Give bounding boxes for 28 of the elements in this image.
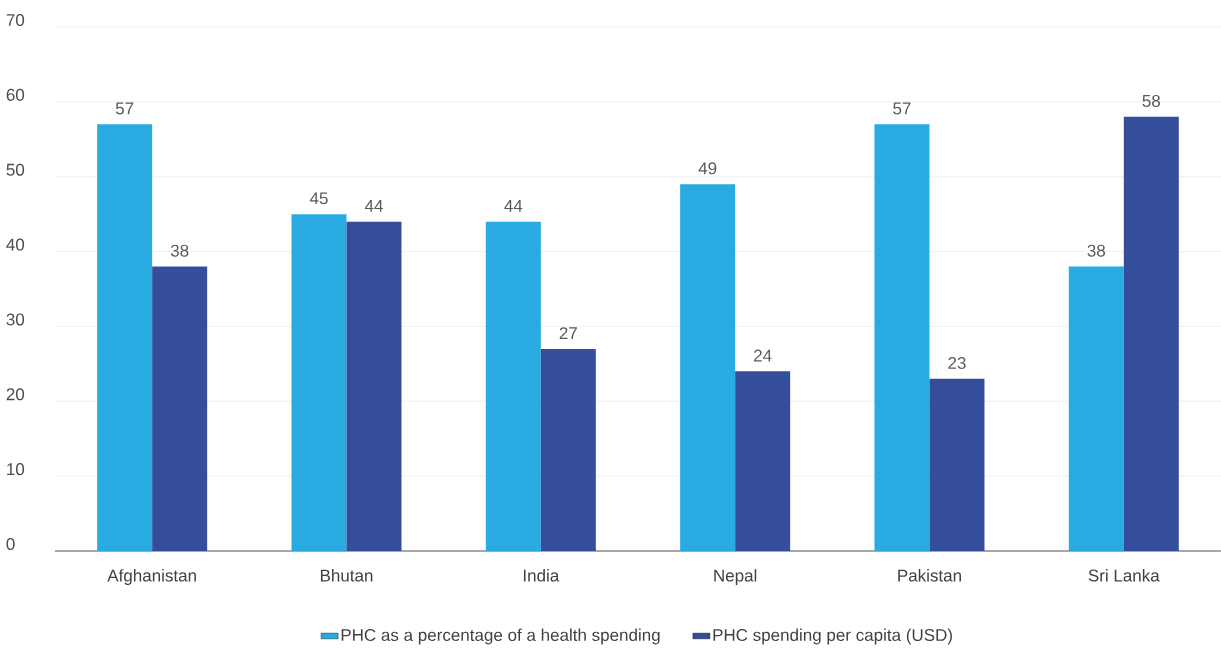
x-tick-label: Sri Lanka: [1088, 569, 1160, 582]
data-label: 38: [1087, 244, 1106, 257]
x-tick-label: Pakistan: [898, 569, 961, 582]
data-label: 57: [115, 102, 134, 115]
data-label: 49: [698, 162, 717, 175]
data-label: 24: [754, 349, 772, 362]
data-label: 58: [1142, 94, 1161, 107]
y-tick-label: 70: [6, 13, 25, 27]
y-tick-label: 20: [6, 388, 25, 401]
data-label: 23: [948, 356, 966, 369]
data-label: 45: [309, 192, 328, 205]
x-tick-label: Nepal: [714, 569, 757, 585]
y-tick-label: 40: [6, 238, 25, 251]
y-tick-label: 10: [7, 463, 25, 476]
x-tick-label: Bhutan: [320, 569, 373, 582]
data-label: 44: [364, 200, 383, 212]
y-tick-label: 50: [6, 163, 25, 176]
x-tick-label: Afghanistan: [107, 569, 196, 585]
data-label: 38: [170, 244, 189, 257]
y-tick-label: 60: [6, 88, 25, 101]
legend-label: PHC as a percentage of a health spending: [341, 628, 660, 645]
y-tick-label: 30: [6, 313, 25, 326]
data-label: 57: [893, 102, 911, 115]
y-tick-label: 0: [6, 537, 15, 551]
x-tick-label: India: [523, 569, 560, 582]
data-label: 27: [559, 327, 577, 340]
legend-label: PHC spending per capita (USD): [713, 628, 952, 645]
data-label: 44: [504, 200, 523, 212]
